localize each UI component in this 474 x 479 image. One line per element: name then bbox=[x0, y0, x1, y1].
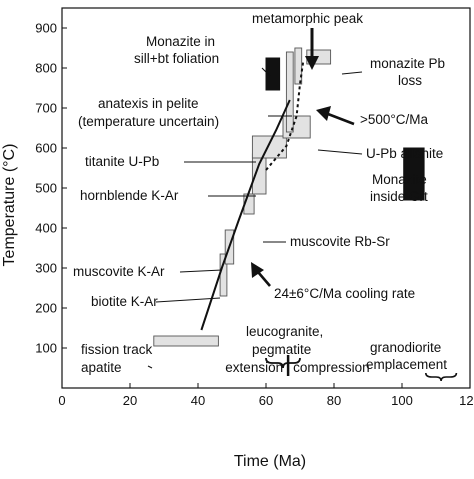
label-extension: extension bbox=[225, 360, 283, 375]
y-tick-label-500: 500 bbox=[35, 181, 57, 196]
pointer-muscovite-kar bbox=[179, 269, 223, 273]
chart-marks bbox=[153, 47, 425, 347]
brace-granodiorite bbox=[425, 372, 458, 382]
y-tick-label-700: 700 bbox=[35, 101, 57, 116]
label-rate-slow: 24±6°C/Ma cooling rate bbox=[274, 286, 415, 301]
y-tick-label-100: 100 bbox=[35, 341, 57, 356]
arrow-rate-fast bbox=[316, 106, 355, 126]
y-axis-title: Temperature (°C) bbox=[1, 144, 18, 267]
annotation-pointers bbox=[147, 67, 363, 369]
label-muscovite-kar: muscovite K-Ar bbox=[73, 264, 165, 279]
label-monazite-sill-2: sill+bt foliation bbox=[134, 51, 219, 66]
label-anatexis-2: (temperature uncertain) bbox=[78, 114, 219, 129]
box-temperature-bar bbox=[285, 51, 294, 133]
x-tick-label-60: 60 bbox=[259, 393, 273, 408]
x-axis-ticks: 0 20 40 60 80 100 120 bbox=[58, 383, 474, 408]
pointer-fission bbox=[147, 365, 153, 369]
label-monazite-sill-1: Monazite in bbox=[146, 34, 215, 49]
label-leuco-1: leucogranite, bbox=[246, 324, 323, 339]
box-monazite-sill-bt bbox=[265, 57, 281, 91]
label-biotite: biotite K-Ar bbox=[91, 294, 158, 309]
y-tick-label-600: 600 bbox=[35, 141, 57, 156]
label-monazite-grt-2: inside Grt bbox=[370, 189, 428, 204]
x-axis-title: Time (Ma) bbox=[234, 453, 306, 470]
label-monazite-pb-2: loss bbox=[398, 73, 422, 88]
y-axis-ticks: 100 200 300 400 500 600 700 800 900 bbox=[35, 21, 67, 356]
x-tick-label-20: 20 bbox=[123, 393, 137, 408]
cooling-path-dashed bbox=[265, 59, 305, 171]
arrow-metamorphic-peak bbox=[305, 28, 319, 70]
box-monazite-inside-grt bbox=[403, 147, 425, 201]
pointer-monazite-pb bbox=[341, 71, 363, 75]
label-grano-1: granodiorite bbox=[370, 340, 441, 355]
x-tick-label-40: 40 bbox=[191, 393, 205, 408]
y-tick-label-400: 400 bbox=[35, 221, 57, 236]
y-tick-label-900: 900 bbox=[35, 21, 57, 36]
label-fission-2: apatite bbox=[81, 360, 122, 375]
label-allanite: U-Pb allanite bbox=[366, 146, 443, 161]
box-metamorphic-peak-bar bbox=[294, 47, 303, 85]
y-tick-label-200: 200 bbox=[35, 301, 57, 316]
label-metamorphic-peak: metamorphic peak bbox=[252, 11, 363, 26]
pointer-biotite bbox=[155, 297, 221, 303]
label-titanite: titanite U-Pb bbox=[85, 154, 159, 169]
box-titanite-u-pb bbox=[251, 135, 287, 159]
label-grano-2: emplacement bbox=[366, 357, 447, 372]
label-monazite-pb-1: monazite Pb bbox=[370, 56, 445, 71]
pointer-allanite bbox=[317, 149, 363, 155]
y-tick-label-300: 300 bbox=[35, 261, 57, 276]
label-fission-1: fission track bbox=[81, 342, 153, 357]
label-rate-fast: >500°C/Ma bbox=[360, 112, 429, 127]
brace-leucogranite bbox=[265, 357, 301, 369]
label-leuco-2: pegmatite bbox=[252, 342, 311, 357]
box-hornblende-k-ar bbox=[251, 153, 267, 195]
x-tick-label-0: 0 bbox=[58, 393, 65, 408]
x-tick-label-120: 120 bbox=[459, 393, 474, 408]
x-tick-label-80: 80 bbox=[327, 393, 341, 408]
label-muscovite-rbsr: muscovite Rb-Sr bbox=[290, 234, 390, 249]
arrow-rate-slow bbox=[251, 262, 271, 287]
box-fission-track-apatite bbox=[153, 335, 219, 347]
cooling-path-solid bbox=[200, 99, 291, 331]
label-anatexis-1: anatexis in pelite bbox=[98, 96, 199, 111]
label-hornblende: hornblende K-Ar bbox=[80, 188, 179, 203]
label-compression: compression bbox=[293, 360, 370, 375]
label-monazite-grt-1: Monazite bbox=[372, 172, 427, 187]
y-tick-label-800: 800 bbox=[35, 61, 57, 76]
pointer-monazite-sill bbox=[261, 67, 271, 77]
x-tick-label-100: 100 bbox=[391, 393, 413, 408]
